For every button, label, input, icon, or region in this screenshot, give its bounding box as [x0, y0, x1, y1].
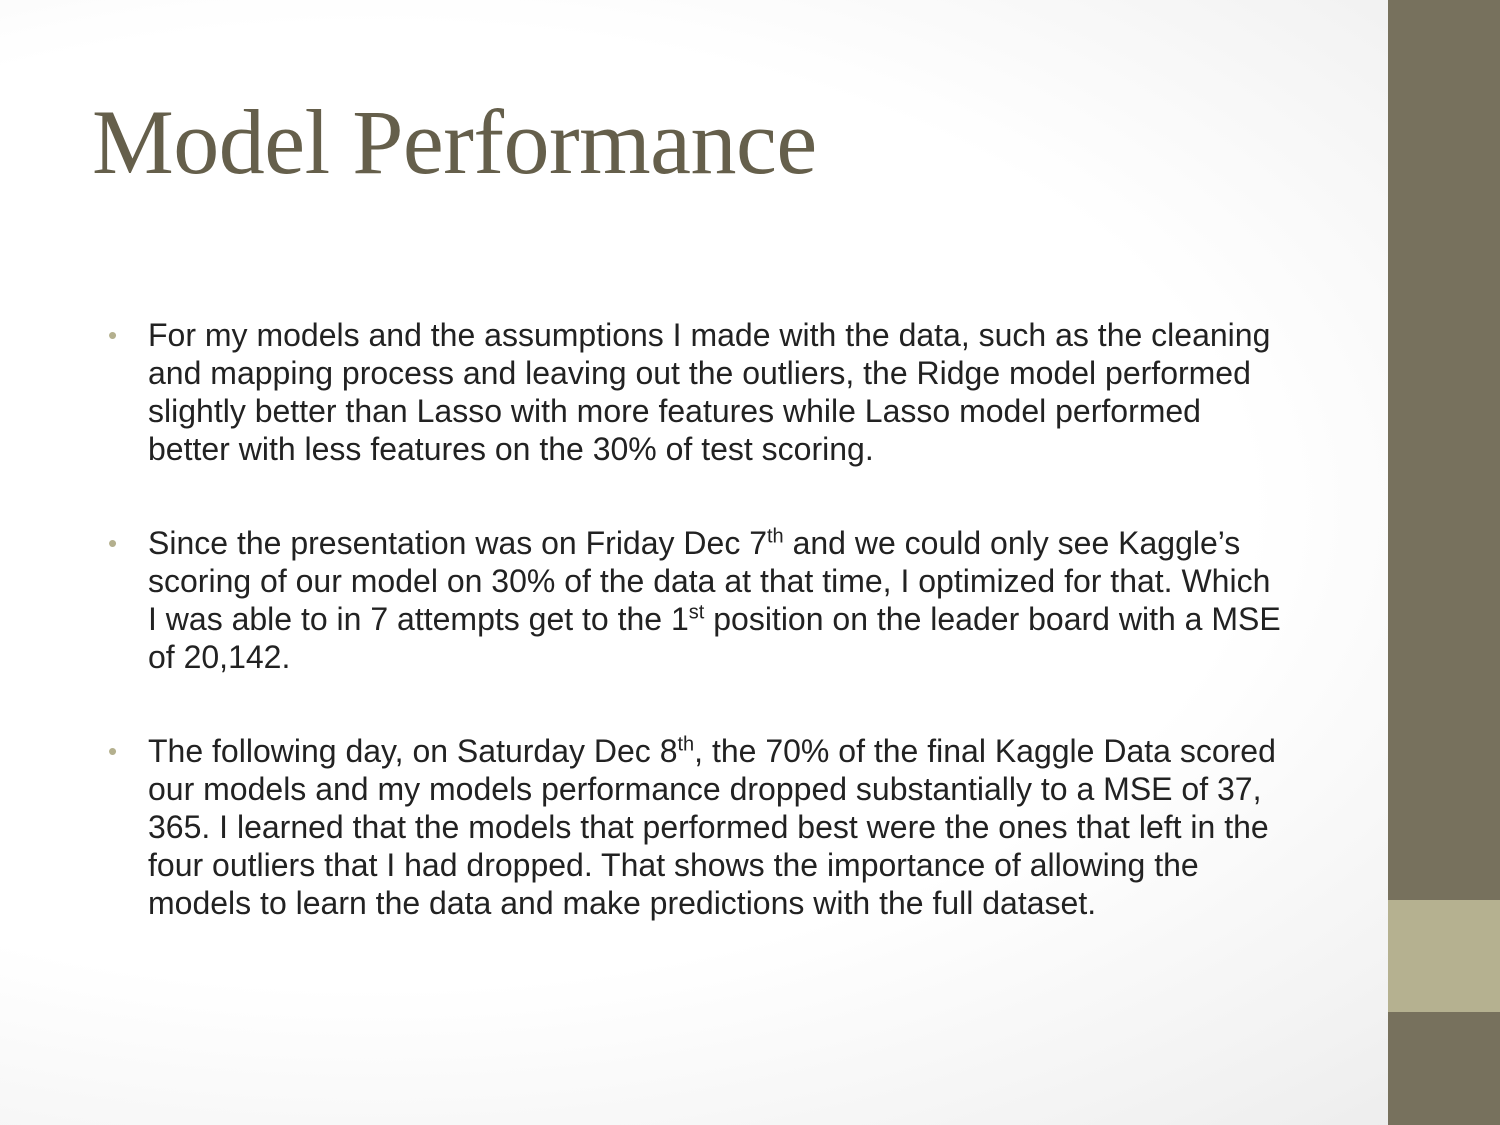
bullet-icon: • [108, 528, 118, 558]
bullet-item: • For my models and the assumptions I ma… [108, 316, 1283, 468]
superscript: th [677, 733, 695, 756]
superscript: th [767, 525, 784, 548]
bullet-item: • Since the presentation was on Friday D… [108, 524, 1283, 676]
bullet-text: and we could only see Kaggle’s scoring o… [148, 525, 1271, 637]
bullet-item: • The following day, on Saturday Dec 8th… [108, 732, 1283, 922]
bullet-list: • For my models and the assumptions I ma… [108, 316, 1283, 922]
slide-title: Model Performance [92, 91, 817, 193]
bullet-icon: • [108, 736, 118, 766]
bullet-text: , the 70% of the final Kaggle Data score… [148, 733, 1276, 921]
bullet-text: Since the presentation was on Friday Dec… [148, 525, 767, 561]
bullet-text: For my models and the assumptions I made… [148, 317, 1271, 467]
sidebar-accent-block [1388, 900, 1500, 1012]
bullet-icon: • [108, 320, 118, 350]
superscript: st [688, 601, 705, 624]
bullet-text: The following day, on Saturday Dec 8 [148, 733, 678, 769]
bullet-text: position on the leader board with a MSE … [148, 601, 1281, 675]
